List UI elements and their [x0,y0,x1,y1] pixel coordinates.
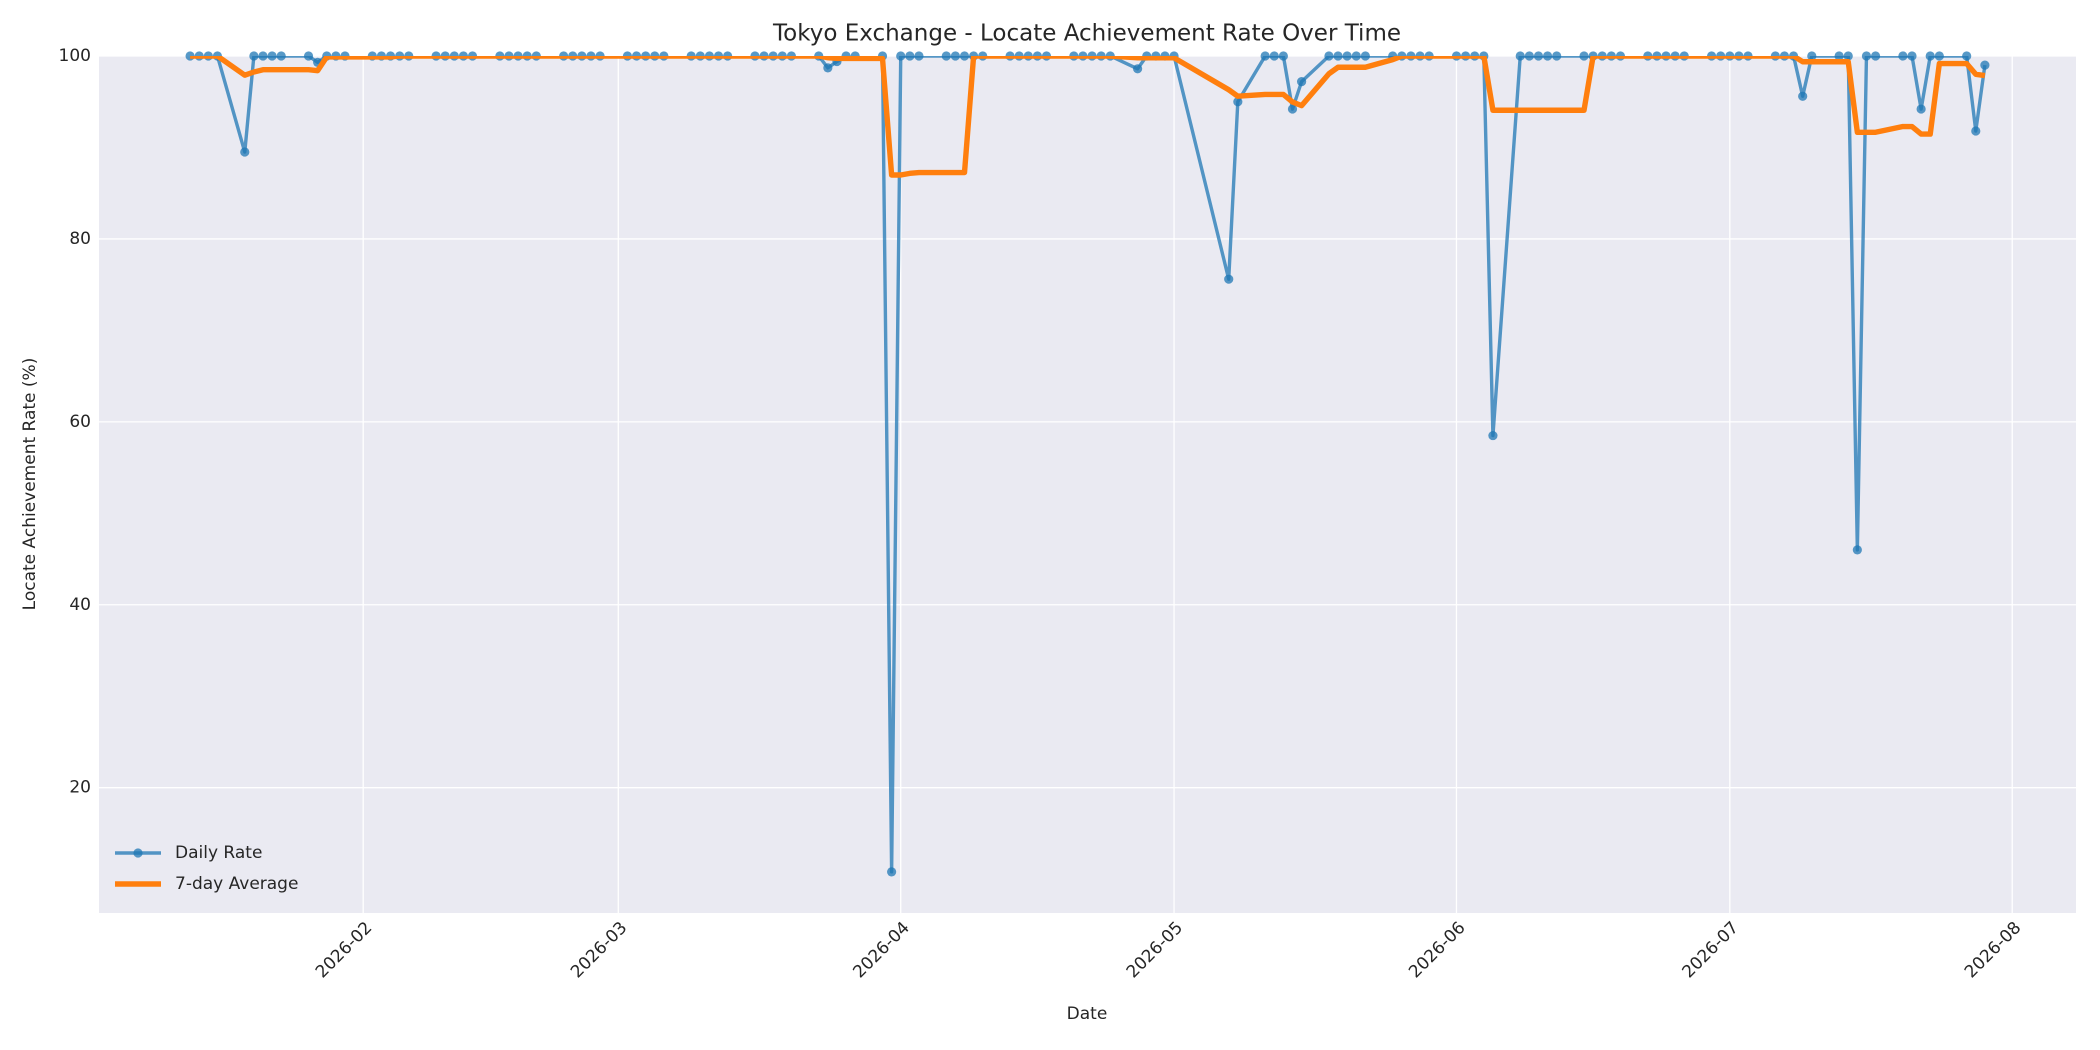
data-point [1552,51,1562,61]
data-point [1287,104,1298,114]
plot-area [99,56,2076,913]
data-point [1233,97,1243,107]
data-point [249,51,259,61]
data-point [276,51,286,61]
y-axis-label: Locate Achievement Rate (%) [20,358,40,611]
data-point [1296,77,1307,87]
data-point [1488,430,1498,441]
data-point [240,147,250,157]
x-axis-label: Date [1067,1004,1108,1024]
data-point [950,51,960,61]
y-tick-label: 20 [69,778,91,798]
y-tick-label: 60 [69,412,91,432]
data-point [823,63,833,73]
data-point [1898,51,1908,61]
data-point [1133,64,1143,74]
data-point [1834,51,1844,61]
data-point [1852,545,1862,555]
data-point [1798,91,1808,101]
data-point [941,51,951,61]
data-point [1351,51,1361,61]
legend-label: Daily Rate [175,843,262,863]
data-point [1542,51,1553,61]
x-tick-label: 2026-08 [1961,918,2025,982]
marks [185,51,1990,877]
data-point [1980,60,1990,70]
data-point [1870,51,1881,61]
data-point [905,51,915,61]
data-point [887,867,897,877]
data-point [896,51,906,61]
data-point [1342,51,1352,61]
data-point [1533,51,1544,61]
x-tick-label: 2026-07 [1678,918,1742,982]
x-tick-label: 2026-04 [849,918,913,982]
y-tick-label: 80 [69,229,91,249]
data-point [1260,51,1270,61]
x-tick-label: 2026-03 [567,918,631,982]
x-tick-label: 2026-02 [312,918,376,982]
data-point [303,51,314,61]
data-point [267,51,277,61]
data-point [1861,51,1872,61]
legend-label: 7-day Average [175,874,298,894]
y-tick-label: 40 [69,595,91,615]
x-tick-label: 2026-06 [1405,918,1469,982]
data-point [1224,274,1234,284]
data-point [1925,51,1935,61]
x-tick-label: 2026-05 [1123,918,1187,982]
data-point [1269,51,1279,61]
data-point [1971,126,1981,136]
data-point [258,51,268,61]
data-point [1934,51,1944,61]
data-point [1333,51,1343,61]
data-point [959,51,970,61]
data-point [914,51,924,61]
data-point [1524,51,1534,61]
data-point [1324,51,1334,61]
data-point [1515,51,1525,61]
data-point [1807,51,1817,61]
data-point [1907,51,1917,61]
data-point [1579,51,1589,61]
data-point [1843,51,1853,61]
y-tick-label: 100 [59,46,91,66]
data-point [1278,51,1288,61]
legend-marker [133,848,143,858]
chart-title: Tokyo Exchange - Locate Achievement Rate… [772,21,1401,47]
data-point [1360,51,1370,61]
data-point [1962,51,1972,61]
data-point [1916,104,1926,114]
